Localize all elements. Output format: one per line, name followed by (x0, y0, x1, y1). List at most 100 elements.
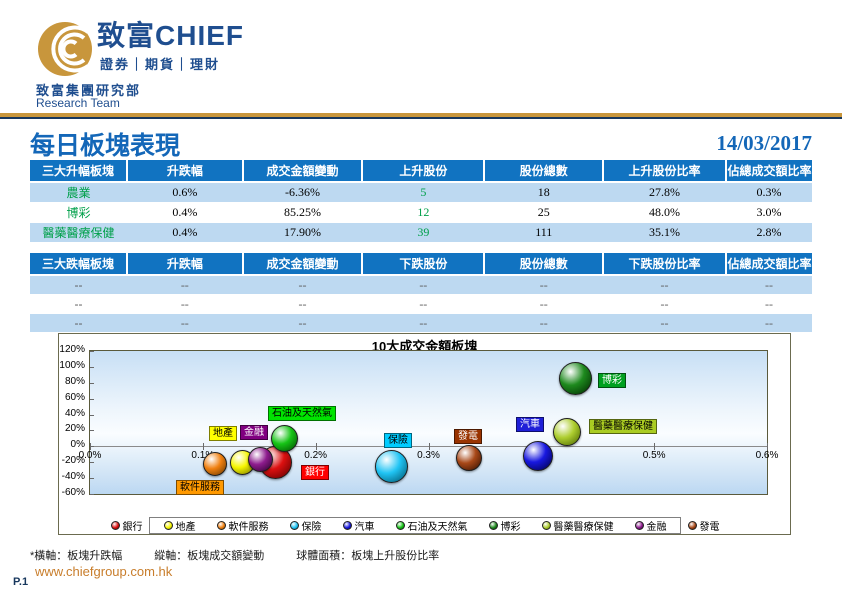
y-axis-tick (90, 398, 94, 400)
y-axis-tick (90, 366, 94, 368)
y-axis-tick-label: 0% (70, 439, 85, 451)
column-header: 股份總數 (483, 253, 604, 276)
x-axis-tick (428, 443, 430, 451)
top-losers-header: 三大跌幅板塊 升跌幅 成交金額變動 下跌股份 股份總數 下跌股份比率 佔總成交額比率 (30, 253, 812, 276)
loser-row: -- -- -- -- -- -- -- (30, 275, 812, 295)
table-cell: 2.8% (725, 222, 812, 243)
legend-item-healthcare: 醫藥醫療保健 (541, 518, 614, 533)
table-cell: 博彩 (30, 202, 127, 223)
footnote-y-axis: 縱軸：板塊成交額變動 (154, 550, 265, 562)
chief-logo-icon (38, 22, 92, 76)
x-axis-tick-label: 0.6% (755, 450, 779, 462)
y-axis-tick-label: 80% (64, 375, 85, 387)
table-cell: -- (484, 275, 604, 295)
column-header: 上升股份比率 (602, 160, 726, 183)
y-axis-tick-label: 100% (59, 359, 85, 371)
legend-dot-insurance (289, 521, 299, 530)
table-cell: -- (126, 275, 243, 295)
x-axis-tick-label: 0.5% (642, 450, 666, 462)
column-header: 下跌股份比率 (602, 253, 726, 276)
column-header: 三大跌幅板塊 (30, 253, 127, 276)
gainer-row: 博彩 0.4% 85.25% 12 25 48.0% 3.0% (30, 202, 812, 223)
table-cell: 12 (362, 202, 485, 223)
legend-item-power: 發電 (687, 518, 720, 533)
table-cell: 111 (484, 222, 604, 243)
gainer-row: 農業 0.6% -6.36% 5 18 27.8% 0.3% (30, 182, 812, 203)
y-axis-tick-label: -20% (61, 455, 85, 467)
chart-bubble-insurance (374, 449, 408, 483)
legend-dot-bank (110, 521, 120, 530)
table-cell: -- (603, 275, 726, 295)
chart-bubble-healthcare (553, 418, 582, 447)
legend-label: 石油及天然氣 (407, 522, 468, 533)
y-axis-tick (90, 414, 94, 416)
table-cell: 5 (362, 182, 485, 203)
y-axis-tick (90, 430, 94, 432)
legend-dot-power (687, 521, 697, 530)
table-cell: -- (362, 294, 485, 314)
column-header: 佔總成交額比率 (724, 253, 812, 276)
legend-dot-gaming (488, 521, 498, 530)
column-header: 成交金額變動 (241, 253, 363, 276)
table-cell: -- (30, 313, 127, 333)
y-axis-tick (90, 446, 94, 448)
footnote-x-axis: *橫軸：板塊升跌幅 (30, 550, 123, 562)
y-axis-tick-label: -60% (61, 487, 85, 498)
legend-dot-auto (342, 521, 352, 530)
table-cell: -- (362, 275, 485, 295)
table-cell: 35.1% (603, 222, 726, 243)
logo-en: CHIEF (155, 20, 245, 51)
table-cell: 0.4% (126, 222, 243, 243)
legend-label: 博彩 (500, 522, 521, 533)
logo-cn: 致富 (97, 20, 156, 51)
column-header: 成交金額變動 (241, 160, 363, 183)
chart-data-label-auto: 汽車 (516, 417, 544, 432)
chart-data-label-power: 發電 (454, 429, 482, 444)
table-cell: -- (362, 313, 485, 333)
top-gainers-table: 三大升幅板塊 升跌幅 成交金額變動 上升股份 股份總數 上升股份比率 佔總成交額比率 農業 0… (30, 160, 812, 243)
table-cell: -- (30, 275, 127, 295)
chart-bubble-auto (522, 440, 553, 471)
x-axis-tick (202, 443, 204, 451)
y-axis-tick (90, 351, 94, 352)
table-cell: -- (603, 294, 726, 314)
table-cell: 醫藥醫療保健 (30, 222, 127, 243)
table-cell: 0.6% (126, 182, 243, 203)
chart-bubble-power (456, 445, 483, 472)
chart-footnote: *橫軸：板塊升跌幅 縱軸：板塊成交額變動 球體面積：板塊上升股份比率 (30, 547, 471, 563)
table-cell: 39 (362, 222, 485, 243)
header-divider-navy (0, 117, 842, 119)
y-axis-tick-label: 60% (64, 391, 85, 403)
y-axis-tick (90, 382, 94, 384)
legend-item-finance: 金融 (634, 518, 667, 533)
table-cell: -- (242, 294, 363, 314)
column-header: 股份總數 (483, 160, 604, 183)
table-cell: -- (126, 294, 243, 314)
x-axis-tick-label: 0.1% (191, 450, 215, 462)
table-cell: -- (30, 294, 127, 314)
page-title: 每日板塊表現 (30, 132, 181, 160)
x-axis-tick (767, 443, 768, 451)
legend-item-software: 軟件服務 (216, 518, 269, 533)
x-axis-tick-label: 0.3% (417, 450, 440, 462)
chart-data-label-oil-gas: 石油及天然氣 (268, 406, 336, 421)
legend-dot-healthcare (541, 521, 551, 530)
turnover-bubble-chart: 10大成交金額板塊 0.0%0.1%0.2%0.3%0.4%0.5%0.6%銀行… (58, 333, 791, 535)
legend-dot-finance (634, 521, 644, 530)
legend-label: 發電 (699, 522, 720, 533)
table-cell: 25 (484, 202, 604, 223)
chart-data-label-insurance: 保險 (384, 433, 412, 448)
table-cell: 27.8% (603, 182, 726, 203)
table-cell: -- (242, 275, 363, 295)
legend-item-oil-gas: 石油及天然氣 (395, 518, 468, 533)
chart-data-label-gaming: 博彩 (598, 373, 626, 388)
y-axis-tick (90, 462, 94, 464)
chart-data-label-bank: 銀行 (301, 465, 329, 480)
column-header: 升跌幅 (125, 160, 243, 183)
table-cell: -- (725, 313, 812, 333)
column-header: 三大升幅板塊 (30, 160, 127, 183)
top-losers-table: 三大跌幅板塊 升跌幅 成交金額變動 下跌股份 股份總數 下跌股份比率 佔總成交額比率 -- -… (30, 253, 812, 333)
column-header: 升跌幅 (125, 253, 243, 276)
table-cell: 農業 (30, 182, 127, 203)
loser-row: -- -- -- -- -- -- -- (30, 294, 812, 314)
